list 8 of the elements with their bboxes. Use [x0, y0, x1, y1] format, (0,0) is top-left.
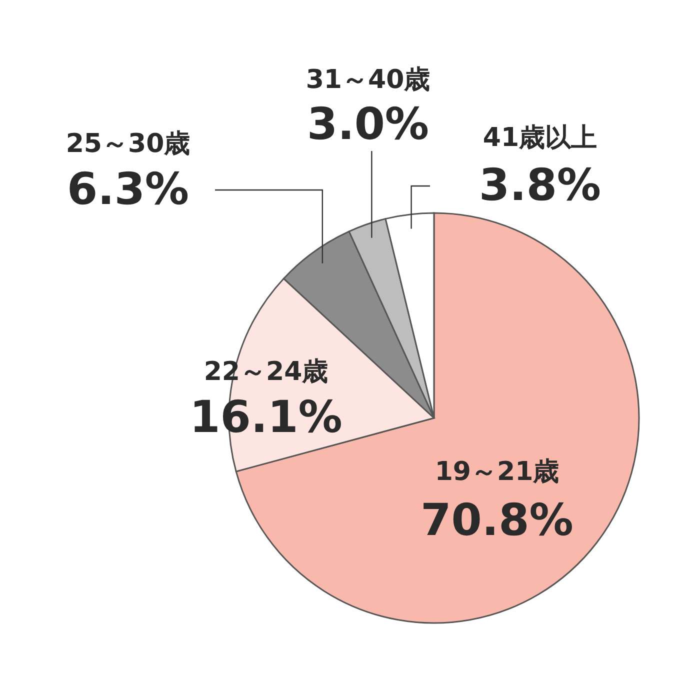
slice-label: 19～21歳: [434, 457, 560, 487]
slice-label: 41歳以上: [482, 123, 598, 153]
slice-label: 25～30歳: [66, 129, 190, 159]
data-label: 3.8%: [478, 160, 602, 211]
slice-label: 31～40歳: [306, 65, 430, 95]
data-label: 70.8%: [420, 495, 574, 546]
data-label: 3.0%: [306, 99, 430, 150]
data-label: 6.3%: [66, 164, 190, 215]
